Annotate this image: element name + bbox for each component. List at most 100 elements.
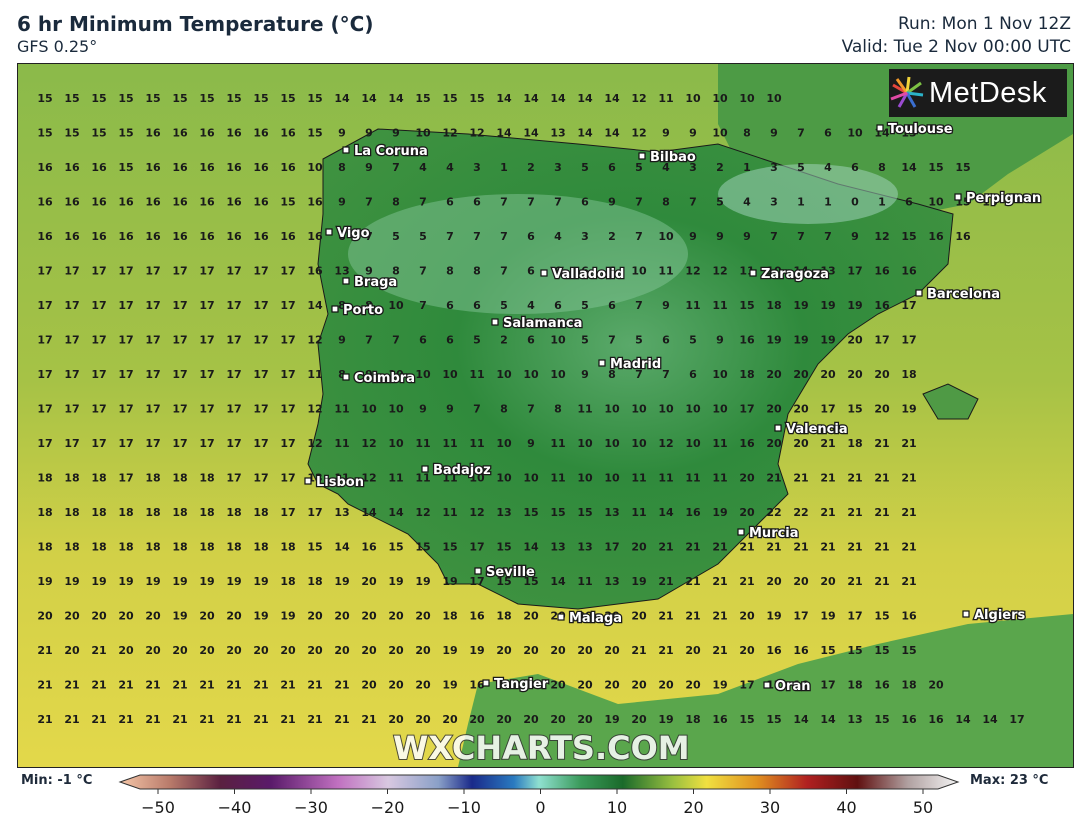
grid-value: 14 xyxy=(577,92,593,105)
grid-value: 18 xyxy=(37,472,52,485)
grid-value: 18 xyxy=(739,368,754,381)
temperature-map[interactable]: 15 15 15 15 15 15 15 15 15 15 15 14 14 14 15 15 15 14 14 14… xyxy=(17,63,1074,768)
grid-value: 14 xyxy=(955,713,971,726)
grid-value: 16 xyxy=(901,610,917,623)
grid-value: 10 xyxy=(604,403,620,416)
scale-tick-label: 0 xyxy=(535,798,545,817)
grid-value: 17 xyxy=(64,368,79,381)
grid-value: 9 xyxy=(689,230,697,243)
grid-value: 9 xyxy=(716,334,724,347)
grid-value: 5 xyxy=(581,161,589,174)
color-scale-ticks: −50 −40 −30 −20 −10 0 10 20 30 40 50 xyxy=(141,789,933,817)
grid-value: 20 xyxy=(496,644,512,657)
grid-value: 20 xyxy=(739,644,755,657)
grid-value: 15 xyxy=(280,196,295,209)
grid-value: 11 xyxy=(658,472,673,485)
grid-value: 11 xyxy=(415,437,430,450)
grid-value: 1 xyxy=(797,196,805,209)
grid-value: 21 xyxy=(307,679,322,692)
grid-value: 7 xyxy=(500,230,508,243)
grid-value: 19 xyxy=(820,299,835,312)
grid-value: 9 xyxy=(365,127,373,140)
grid-value: 13 xyxy=(604,506,619,519)
city-marker xyxy=(915,289,923,297)
grid-value: 17 xyxy=(199,334,214,347)
grid-value: 7 xyxy=(419,265,427,278)
grid-value: 12 xyxy=(361,437,376,450)
grid-value: 19 xyxy=(604,713,619,726)
grid-value: 21 xyxy=(334,679,349,692)
grid-value: 21 xyxy=(145,713,160,726)
city-marker xyxy=(638,152,646,160)
grid-value: 6 xyxy=(419,334,427,347)
grid-value: 20 xyxy=(145,610,161,623)
grid-value: 8 xyxy=(365,299,373,312)
grid-value: 15 xyxy=(118,161,133,174)
grid-value: 21 xyxy=(253,713,268,726)
grid-value: 20 xyxy=(550,679,566,692)
grid-value: 14 xyxy=(604,127,620,140)
grid-value: 6 xyxy=(851,161,859,174)
grid-value: 17 xyxy=(145,265,160,278)
grid-value: 10 xyxy=(388,299,404,312)
scale-tick-label: 40 xyxy=(836,798,856,817)
valid-label: Valid: Tue 2 Nov 00:00 UTC xyxy=(841,37,1071,57)
grid-value: 15 xyxy=(172,92,187,105)
grid-value: 18 xyxy=(172,506,187,519)
grid-value: 19 xyxy=(469,644,484,657)
grid-value: 19 xyxy=(793,334,808,347)
grid-value: 19 xyxy=(766,334,781,347)
grid-value: 17 xyxy=(199,403,214,416)
grid-value: 21 xyxy=(712,541,727,554)
city-label: Porto xyxy=(343,303,383,318)
grid-value: 12 xyxy=(469,506,484,519)
grid-value: 21 xyxy=(685,610,700,623)
grid-value: 16 xyxy=(199,230,215,243)
grid-value: 17 xyxy=(469,575,484,588)
grid-value: 10 xyxy=(658,230,674,243)
grid-value: 20 xyxy=(766,437,782,450)
grid-value: 10 xyxy=(928,196,944,209)
grid-value: 18 xyxy=(199,506,214,519)
city-marker xyxy=(342,373,350,381)
grid-value: 15 xyxy=(199,92,214,105)
grid-value: 20 xyxy=(766,403,782,416)
city-marker xyxy=(540,269,548,277)
city-marker xyxy=(774,424,782,432)
grid-value: 6 xyxy=(527,265,535,278)
grid-value: 5 xyxy=(419,230,427,243)
grid-value: 15 xyxy=(847,644,862,657)
grid-value: 20 xyxy=(685,679,701,692)
grid-value: 20 xyxy=(307,610,323,623)
grid-value: 16 xyxy=(253,161,269,174)
grid-value: 14 xyxy=(361,506,377,519)
grid-value: 21 xyxy=(901,472,916,485)
grid-value: 20 xyxy=(199,644,215,657)
grid-value: 11 xyxy=(550,437,565,450)
grid-value: 16 xyxy=(982,196,998,209)
grid-value: 16 xyxy=(874,679,890,692)
grid-value: 20 xyxy=(145,644,161,657)
grid-value: 18 xyxy=(118,506,133,519)
grid-value: 17 xyxy=(118,472,133,485)
grid-value: 21 xyxy=(793,541,808,554)
grid-value: 16 xyxy=(172,127,188,140)
grid-value: 21 xyxy=(118,713,133,726)
grid-value: 18 xyxy=(199,472,214,485)
grid-value: 10 xyxy=(388,368,404,381)
grid-value: 9 xyxy=(581,368,589,381)
ebro-cool-area xyxy=(718,164,898,224)
grid-value: 10 xyxy=(847,127,863,140)
grid-value: 15 xyxy=(523,575,538,588)
grid-value: 13 xyxy=(550,541,565,554)
grid-value: 15 xyxy=(442,92,457,105)
grid-value: 7 xyxy=(797,230,805,243)
grid-value: 21 xyxy=(307,713,322,726)
grid-value: 9 xyxy=(446,403,454,416)
grid-value: 18 xyxy=(91,541,106,554)
grid-value: 20 xyxy=(793,575,809,588)
grid-value: 10 xyxy=(685,92,701,105)
grid-value: 4 xyxy=(419,161,427,174)
grid-value: 20 xyxy=(793,437,809,450)
grid-value: 7 xyxy=(635,230,643,243)
